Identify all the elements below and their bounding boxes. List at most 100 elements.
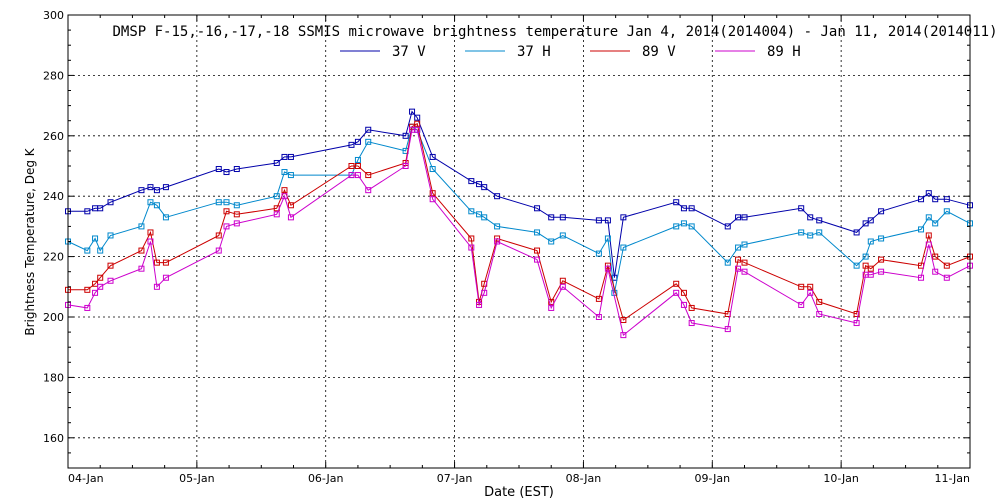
data-point <box>943 196 950 203</box>
data-point <box>138 187 145 194</box>
data-point <box>138 265 145 272</box>
data-point <box>429 153 436 160</box>
data-point <box>354 163 361 169</box>
data-point <box>680 205 687 212</box>
data-point <box>153 187 160 194</box>
plot-frame <box>67 14 971 469</box>
data-point <box>402 163 409 169</box>
data-point <box>107 262 114 269</box>
series-layer <box>65 108 973 339</box>
data-point <box>281 193 288 200</box>
data-point <box>534 229 541 236</box>
data-point <box>92 289 99 296</box>
data-point <box>414 114 421 121</box>
data-point <box>735 265 742 272</box>
data-point <box>741 241 748 248</box>
data-point <box>867 265 874 272</box>
data-point <box>494 223 501 230</box>
series-37-h <box>65 123 973 296</box>
data-point <box>273 211 280 218</box>
data-point <box>807 232 814 239</box>
data-point <box>92 280 99 287</box>
data-point <box>816 217 823 224</box>
data-point <box>365 138 372 145</box>
data-point <box>153 202 160 209</box>
data-point <box>595 295 602 302</box>
data-point <box>918 274 925 281</box>
data-point <box>153 259 160 266</box>
series-line <box>68 122 971 321</box>
x-tick-label: 07-Jan <box>437 472 473 485</box>
data-point <box>595 250 602 257</box>
data-point <box>548 298 555 305</box>
data-point <box>223 223 230 230</box>
data-point <box>215 247 222 254</box>
data-point <box>724 223 731 230</box>
data-point <box>281 187 288 194</box>
series-line <box>67 125 971 293</box>
data-point <box>534 247 541 254</box>
series-89-v <box>65 120 973 324</box>
data-point <box>798 205 805 212</box>
data-point <box>604 217 611 224</box>
data-point <box>548 304 555 311</box>
data-point <box>816 298 823 305</box>
data-point <box>476 301 483 308</box>
data-point <box>735 244 742 251</box>
data-point <box>878 208 885 215</box>
data-point <box>92 235 99 242</box>
data-point <box>807 283 814 290</box>
data-point <box>620 244 627 251</box>
data-point <box>147 184 154 191</box>
data-point <box>162 214 169 221</box>
data-point <box>147 229 154 236</box>
data-point <box>807 289 814 296</box>
chart-title: DMSP F-15,-16,-17,-18 SSMIS microwave br… <box>112 24 997 40</box>
data-point <box>409 108 416 115</box>
data-point <box>559 283 566 290</box>
data-point <box>215 232 222 239</box>
data-point <box>620 332 627 339</box>
data-point <box>287 214 294 221</box>
data-point <box>233 202 240 209</box>
data-point <box>481 289 488 296</box>
data-point <box>688 205 695 212</box>
data-point <box>348 172 355 179</box>
data-point <box>534 256 541 263</box>
data-point <box>273 193 280 200</box>
x-tick-label: 11-Jan <box>934 472 970 485</box>
data-point <box>862 262 869 269</box>
data-point <box>798 301 805 308</box>
data-point <box>724 259 731 266</box>
data-point <box>97 283 104 290</box>
data-point <box>741 259 748 266</box>
data-point <box>138 223 145 230</box>
data-point <box>476 211 483 218</box>
data-point <box>878 235 885 242</box>
data-point <box>680 220 687 227</box>
data-point <box>107 199 114 206</box>
data-point <box>84 247 91 254</box>
series-89-h <box>65 126 973 339</box>
y-axis-label: Brightness Temperature, Deg K <box>23 147 37 335</box>
data-point <box>84 304 91 311</box>
series-37-v <box>65 108 973 281</box>
axis-ticks: 160 180 200 220 240 260 280 300 04-Jan 05-Jan 06-J… <box>43 9 971 485</box>
data-point <box>354 156 361 163</box>
y-tick-label: 160 <box>43 432 64 445</box>
data-point <box>741 214 748 221</box>
legend: 37 V 37 H 89 V 89 H <box>340 44 801 60</box>
data-point <box>680 289 687 296</box>
data-point <box>548 214 555 221</box>
legend-label: 89 H <box>767 44 801 60</box>
y-tick-label: 180 <box>43 371 64 384</box>
data-point <box>932 196 939 203</box>
data-point <box>534 205 541 212</box>
data-point <box>215 199 222 206</box>
data-point <box>816 229 823 236</box>
data-point <box>741 268 748 275</box>
data-point <box>673 280 680 287</box>
data-point <box>807 214 814 221</box>
data-point <box>798 229 805 236</box>
y-tick-label: 200 <box>43 311 64 324</box>
